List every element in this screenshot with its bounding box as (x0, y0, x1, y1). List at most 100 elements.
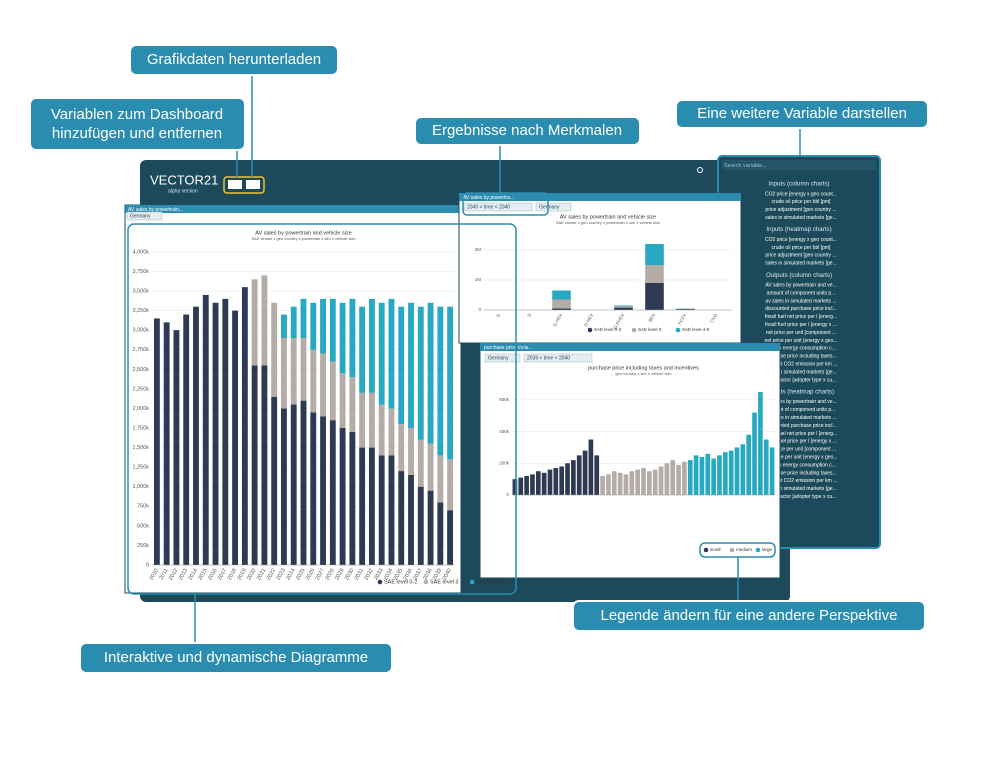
search-box[interactable] (722, 160, 876, 170)
download-icon[interactable] (228, 180, 242, 189)
sidebar-item[interactable]: sales in simulated markets [ge... (765, 215, 836, 221)
sidebar-item[interactable]: purchase price including taxes... (765, 354, 836, 360)
bar (722, 452, 728, 495)
chart-subtitle: geo country x sim x vehicle size (615, 371, 672, 376)
filter-box[interactable] (523, 353, 593, 363)
x-tick-label: 2027 (315, 568, 326, 582)
panel (458, 192, 742, 344)
sidebar-item[interactable]: utility factor [adopter type x cu... (766, 377, 837, 383)
bar-segment (310, 302, 317, 350)
bar (693, 455, 699, 495)
sidebar-item[interactable]: relevant CO2 emission per km ... (765, 478, 838, 484)
x-tick-label: 2013 (178, 568, 189, 582)
bar-segment (212, 302, 219, 565)
sidebar-item[interactable]: sales in simulated markets [ge... (765, 369, 836, 375)
power-icon[interactable] (697, 167, 703, 173)
sidebar-item[interactable]: sales in simulated markets [ge... (765, 486, 836, 492)
bar-segment (427, 490, 434, 565)
legend-label[interactable]: SAE level 0-2 (384, 579, 417, 585)
filter-text: Germany (488, 355, 509, 361)
sidebar-item[interactable]: amount of component units p... (767, 290, 836, 296)
sidebar-item[interactable]: fossil fuel net price per l [energ... (765, 314, 837, 320)
sidebar-item[interactable]: net price per unit [energy x geo... (764, 455, 837, 461)
panel-header (125, 205, 461, 213)
bar-segment (222, 298, 229, 565)
y-tick-label: 0 (478, 307, 481, 312)
bar-segment (676, 309, 695, 310)
legend-swatch[interactable] (755, 547, 761, 553)
legend-label[interactable]: SAE level 4-5 (476, 579, 509, 585)
legend-swatch[interactable] (631, 327, 637, 333)
sidebar-item[interactable]: sales in simulated markets [ge... (765, 261, 836, 267)
sidebar-item[interactable]: net price per unit [component ... (766, 447, 836, 453)
sidebar-item[interactable]: fossil fuel price per l [energy x ... (765, 322, 837, 328)
bar-segment (388, 408, 395, 456)
x-tick-label: G-HEV (552, 313, 563, 328)
legend-label[interactable]: small (710, 547, 721, 552)
sidebar-item[interactable]: net price per unit [energy x geo... (764, 338, 837, 344)
x-tick-label: 2033 (373, 568, 384, 582)
x-tick-label: 2035 (393, 568, 404, 582)
x-tick-label: 2024 (285, 568, 296, 582)
legend-label[interactable]: SAE level 3 (638, 327, 662, 332)
search-placeholder: Search variable... (724, 163, 767, 169)
sidebar-item[interactable]: purchase price including taxes... (765, 470, 836, 476)
sidebar-item[interactable]: av sales in simulated markets ... (765, 298, 836, 304)
sidebar-item[interactable]: price adjustment [geo country ... (765, 207, 836, 213)
x-tick-label: 2023 (276, 568, 287, 582)
filter-box[interactable] (126, 211, 163, 221)
legend-label[interactable]: SAE level 4-5 (682, 327, 710, 332)
x-tick-label: 2021 (256, 568, 267, 582)
legend-swatch[interactable] (675, 327, 681, 333)
sidebar-item[interactable]: crude oil price per bbl [pm] (772, 199, 832, 205)
bar-segment (614, 305, 633, 307)
legend-swatch[interactable] (703, 547, 709, 553)
panel-title: AV sales by powertrain... (128, 207, 183, 213)
bar-segment (359, 306, 366, 393)
sidebar-item[interactable]: AV sales by powertrain and ve... (765, 399, 836, 405)
bar-segment (310, 349, 317, 413)
chart-title: AV sales by powertrain and vehicle size (560, 214, 657, 220)
sidebar-item[interactable]: CO2 price [energy x geo count... (765, 237, 837, 243)
filter-box[interactable] (535, 202, 572, 212)
y-tick-label: 4,000k (132, 249, 149, 255)
sidebar-item[interactable]: fossil fuel price per l [energy x ... (765, 439, 837, 445)
sidebar-item[interactable]: av sales in simulated markets ... (765, 415, 836, 421)
bar-segment (368, 392, 375, 448)
legend-label[interactable]: SAE level 0-2 (594, 327, 622, 332)
sidebar-item[interactable]: crude oil price per bbl [pm] (772, 245, 832, 251)
legend-label[interactable]: medium (736, 547, 752, 552)
legend-swatch[interactable] (469, 579, 475, 585)
bar (758, 391, 763, 495)
sidebar-item[interactable]: amount of component units p... (767, 407, 836, 413)
callout-text: Eine weitere Variable darstellen (697, 105, 907, 122)
sidebar-item[interactable]: discounted purchase price incl... (765, 423, 836, 429)
x-tick-label: 2036 (403, 568, 414, 582)
bar-segment (437, 306, 444, 456)
legend-swatch[interactable] (587, 327, 593, 333)
sidebar-item[interactable]: AV sales by powertrain and ve... (765, 283, 836, 289)
sidebar-item[interactable]: relevant CO2 emission per km ... (765, 362, 838, 368)
sidebar-item[interactable]: net price per unit [component ... (766, 330, 836, 336)
sidebar-item[interactable]: CO2 price [energy x geo count... (765, 191, 837, 197)
legend-label[interactable]: SAE level 3 (430, 579, 458, 585)
bar-segment (320, 298, 326, 354)
bar-segment (281, 314, 287, 339)
legend-label[interactable]: large (762, 547, 773, 552)
download-icon[interactable] (246, 180, 260, 189)
bar (565, 463, 570, 495)
legend-swatch[interactable] (423, 579, 429, 585)
sidebar-item[interactable]: discounted purchase price incl... (765, 306, 836, 312)
filter-box[interactable] (484, 353, 521, 363)
sidebar-item[interactable]: utility factor [adopter type x cu... (766, 494, 837, 500)
filter-box[interactable] (463, 202, 533, 212)
x-tick-label: 2010 (149, 568, 160, 582)
sidebar-item[interactable]: per km energy consumption c... (766, 462, 836, 468)
sidebar-item[interactable]: fossil fuel net price per l [energ... (765, 431, 837, 437)
sidebar-item[interactable]: per km energy consumption c... (766, 346, 836, 352)
bar-segment (251, 365, 258, 565)
sidebar-item[interactable]: price adjustment [geo country ... (765, 253, 836, 259)
legend-swatch[interactable] (729, 547, 735, 553)
legend-swatch[interactable] (377, 579, 383, 585)
callout: Ergebnisse nach Merkmalen (414, 116, 641, 146)
